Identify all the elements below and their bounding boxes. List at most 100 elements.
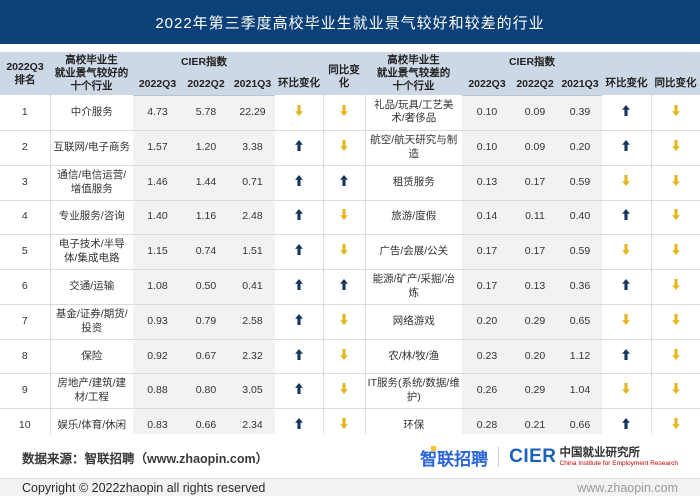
cier-chinese-name: 中国就业研究所: [559, 447, 641, 460]
bad-cier-2022q2-cell: 0.13: [512, 269, 558, 305]
table-row: 2 互联网/电子商务 1.57 1.20 3.38 航空/航天研究与制造 0.1…: [0, 130, 700, 166]
trend-arrow-icon: [294, 104, 303, 116]
bad-cier-2022q3-cell: 0.14: [462, 200, 512, 235]
good-cier-2022q2-cell: 5.78: [182, 95, 230, 131]
good-cier-2022q3-cell: 1.40: [133, 200, 182, 235]
good-yoy-cell: [322, 269, 365, 305]
good-industry-cell: 房地产/建筑/建材/工程: [49, 373, 133, 410]
rank-cell: 3: [0, 165, 50, 201]
col-header-mom-right: 环比变化: [602, 52, 651, 96]
good-mom-cell: [275, 373, 323, 410]
good-cier-2022q2-cell: 0.67: [182, 339, 230, 374]
good-mom-cell: [275, 339, 323, 374]
trend-arrow-icon: [340, 314, 348, 326]
page-title: 2022年第三季度高校毕业生就业景气较好和较差的行业: [155, 14, 545, 32]
bad-yoy-cell: [650, 200, 700, 235]
bad-cier-2022q3-cell: 0.23: [462, 339, 512, 374]
good-yoy-cell: [322, 339, 365, 374]
table-row: 6 交通/运输 1.08 0.50 0.41 能源/矿产/采掘/冶炼 0.17 …: [0, 269, 700, 305]
trend-arrow-icon: [294, 209, 303, 221]
bad-mom-cell: [602, 130, 651, 166]
col-header-2022q3-left: 2022Q3: [133, 73, 182, 96]
bad-mom-cell: [602, 339, 651, 374]
col-header-yoy-right: 同比变化: [651, 52, 700, 96]
trend-arrow-icon: [671, 104, 680, 116]
bad-mom-cell: [602, 373, 651, 410]
good-yoy-cell: [322, 200, 365, 235]
trend-arrow-icon: [340, 209, 348, 221]
good-cier-2021q3-cell: 22.29: [230, 95, 275, 131]
good-cier-2022q2-cell: 0.79: [182, 304, 230, 341]
rank-cell: 8: [0, 339, 50, 374]
bad-cier-2021q3-cell: 0.65: [558, 304, 602, 341]
zhaopin-logo-text: 智联招聘: [420, 449, 489, 469]
col-header-rank: 2022Q3 排名: [0, 52, 50, 96]
col-header-bad-industries: 高校毕业生 就业景气较差的 十个行业: [365, 52, 462, 96]
bad-cier-2021q3-cell: 0.40: [558, 200, 602, 235]
bad-cier-2022q2-cell: 0.17: [512, 165, 558, 201]
bad-yoy-cell: [650, 339, 700, 374]
trend-arrow-icon: [294, 314, 303, 326]
bad-industry-cell: 广告/会展/公关: [364, 234, 462, 270]
table-header: 2022Q3 排名 高校毕业生 就业景气较好的 十个行业 CIER指数 环比变化…: [0, 52, 700, 96]
good-yoy-cell: [322, 234, 365, 270]
trend-arrow-icon: [622, 174, 631, 186]
col-header-cier-index-right: CIER指数: [462, 52, 602, 74]
good-industry-cell: 通信/电信运营/增值服务: [49, 165, 133, 201]
table-body: 1 中介服务 4.73 5.78 22.29 礼品/玩具/工艺美术/奢侈品 0.…: [0, 95, 700, 443]
trend-arrow-icon: [340, 139, 348, 151]
header-row-1: 2022Q3 排名 高校毕业生 就业景气较好的 十个行业 CIER指数 环比变化…: [0, 52, 700, 96]
table-row: 5 电子技术/半导体/集成电路 1.15 0.74 1.51 广告/会展/公关 …: [0, 234, 700, 270]
trend-arrow-icon: [622, 314, 631, 326]
header-row-2: 2022Q3 2022Q2 2021Q3 2022Q3 2022Q2 2021Q…: [0, 73, 700, 96]
good-mom-cell: [275, 95, 323, 131]
bad-industry-cell: 旅游/度假: [364, 200, 462, 235]
trend-arrow-icon: [340, 279, 348, 291]
cier-logo-subtext: 中国就业研究所 China Institute for Employment R…: [560, 447, 679, 467]
bad-mom-cell: [602, 269, 651, 305]
col-header-2021q3-right: 2021Q3: [558, 73, 602, 96]
website-url: www.zhaopin.com: [577, 480, 678, 495]
good-cier-2021q3-cell: 2.48: [230, 200, 275, 235]
good-cier-2022q3-cell: 1.08: [133, 269, 182, 305]
table-row: 7 基金/证券/期货/投资 0.93 0.79 2.58 网络游戏 0.20 0…: [0, 304, 700, 341]
trend-arrow-icon: [622, 279, 631, 291]
trend-arrow-icon: [340, 348, 348, 360]
good-yoy-cell: [322, 373, 365, 410]
zhaopin-logo: 智联招聘: [420, 445, 488, 470]
bad-mom-cell: [602, 200, 651, 235]
bad-industry-cell: 能源/矿产/采掘/冶炼: [364, 269, 462, 305]
bad-industry-cell: 租赁服务: [364, 165, 462, 201]
good-cier-2022q3-cell: 0.93: [133, 304, 182, 341]
logos: 智联招聘 CIER 中国就业研究所 China Institute for Em…: [420, 445, 678, 470]
data-source-text: 数据来源：智联招聘（www.zhaopin.com）: [22, 451, 269, 466]
bad-cier-2022q2-cell: 0.17: [512, 234, 558, 270]
rank-cell: 5: [0, 234, 50, 270]
trend-arrow-icon: [294, 139, 303, 151]
trend-arrow-icon: [622, 383, 631, 395]
cier-english-name: China Institute for Employment Research: [559, 460, 679, 468]
trend-arrow-icon: [622, 243, 631, 255]
rank-cell: 4: [0, 200, 50, 235]
good-mom-cell: [275, 200, 323, 235]
good-industry-cell: 中介服务: [49, 95, 133, 131]
bad-cier-2022q3-cell: 0.10: [462, 130, 512, 166]
logo-divider: [498, 447, 500, 468]
good-cier-2021q3-cell: 3.38: [230, 130, 275, 166]
bad-cier-2022q2-cell: 0.29: [512, 373, 558, 410]
good-industry-cell: 专业服务/咨询: [49, 200, 133, 235]
good-cier-2022q2-cell: 1.20: [182, 130, 230, 166]
trend-arrow-icon: [294, 174, 303, 186]
bad-mom-cell: [602, 95, 651, 131]
good-industry-cell: 基金/证券/期货/投资: [49, 304, 133, 341]
trend-arrow-icon: [671, 174, 680, 186]
trend-arrow-icon: [340, 417, 348, 429]
cier-logo: CIER 中国就业研究所 China Institute for Employm…: [509, 446, 678, 468]
copyright-text: Copyright © 2022zhaopin all rights reser…: [22, 480, 266, 495]
col-header-2022q2-left: 2022Q2: [182, 73, 230, 96]
good-cier-2021q3-cell: 1.51: [230, 234, 275, 270]
bad-mom-cell: [602, 234, 651, 270]
cier-table: 2022Q3 排名 高校毕业生 就业景气较好的 十个行业 CIER指数 环比变化…: [0, 52, 700, 443]
good-cier-2022q2-cell: 0.80: [182, 373, 230, 410]
